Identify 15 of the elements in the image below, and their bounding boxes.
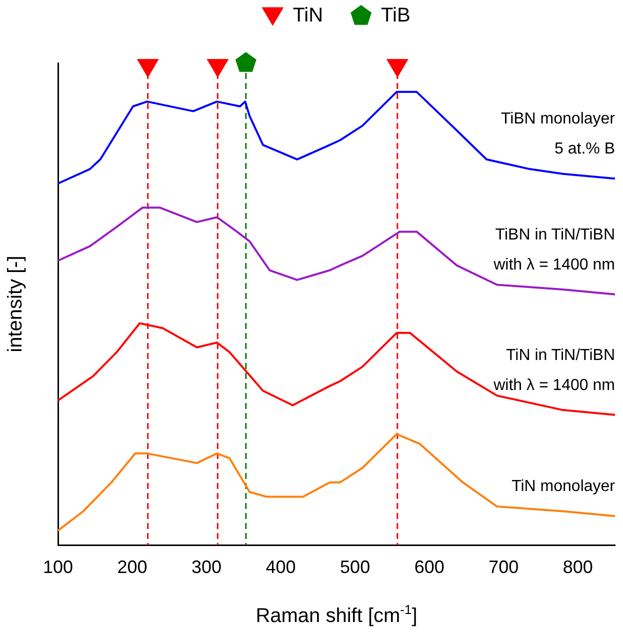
x-tick-label: 100 [42, 556, 74, 577]
series-label: TiBN monolayer 5 at.% B [500, 110, 616, 158]
series-label: TiN in TiN/TiBN with λ = 1400 nm [492, 346, 615, 394]
x-tick-label: 600 [414, 556, 444, 577]
legend-label: TiN [292, 4, 324, 27]
x-tick-label: 200 [117, 556, 148, 577]
y-axis-title: intensity [-] [4, 256, 27, 352]
legend-label: TiB [381, 4, 410, 27]
x-tick-label: 700 [488, 556, 519, 577]
x-tick-label: 400 [266, 556, 296, 577]
series-label: TiN monolayer [512, 478, 616, 496]
series-label: TiBN in TiN/TiBN with λ = 1400 nm [492, 226, 615, 274]
x-tick-label: 800 [562, 556, 593, 577]
x-tick-label: 300 [192, 556, 222, 577]
x-tick-label: 500 [340, 556, 370, 577]
